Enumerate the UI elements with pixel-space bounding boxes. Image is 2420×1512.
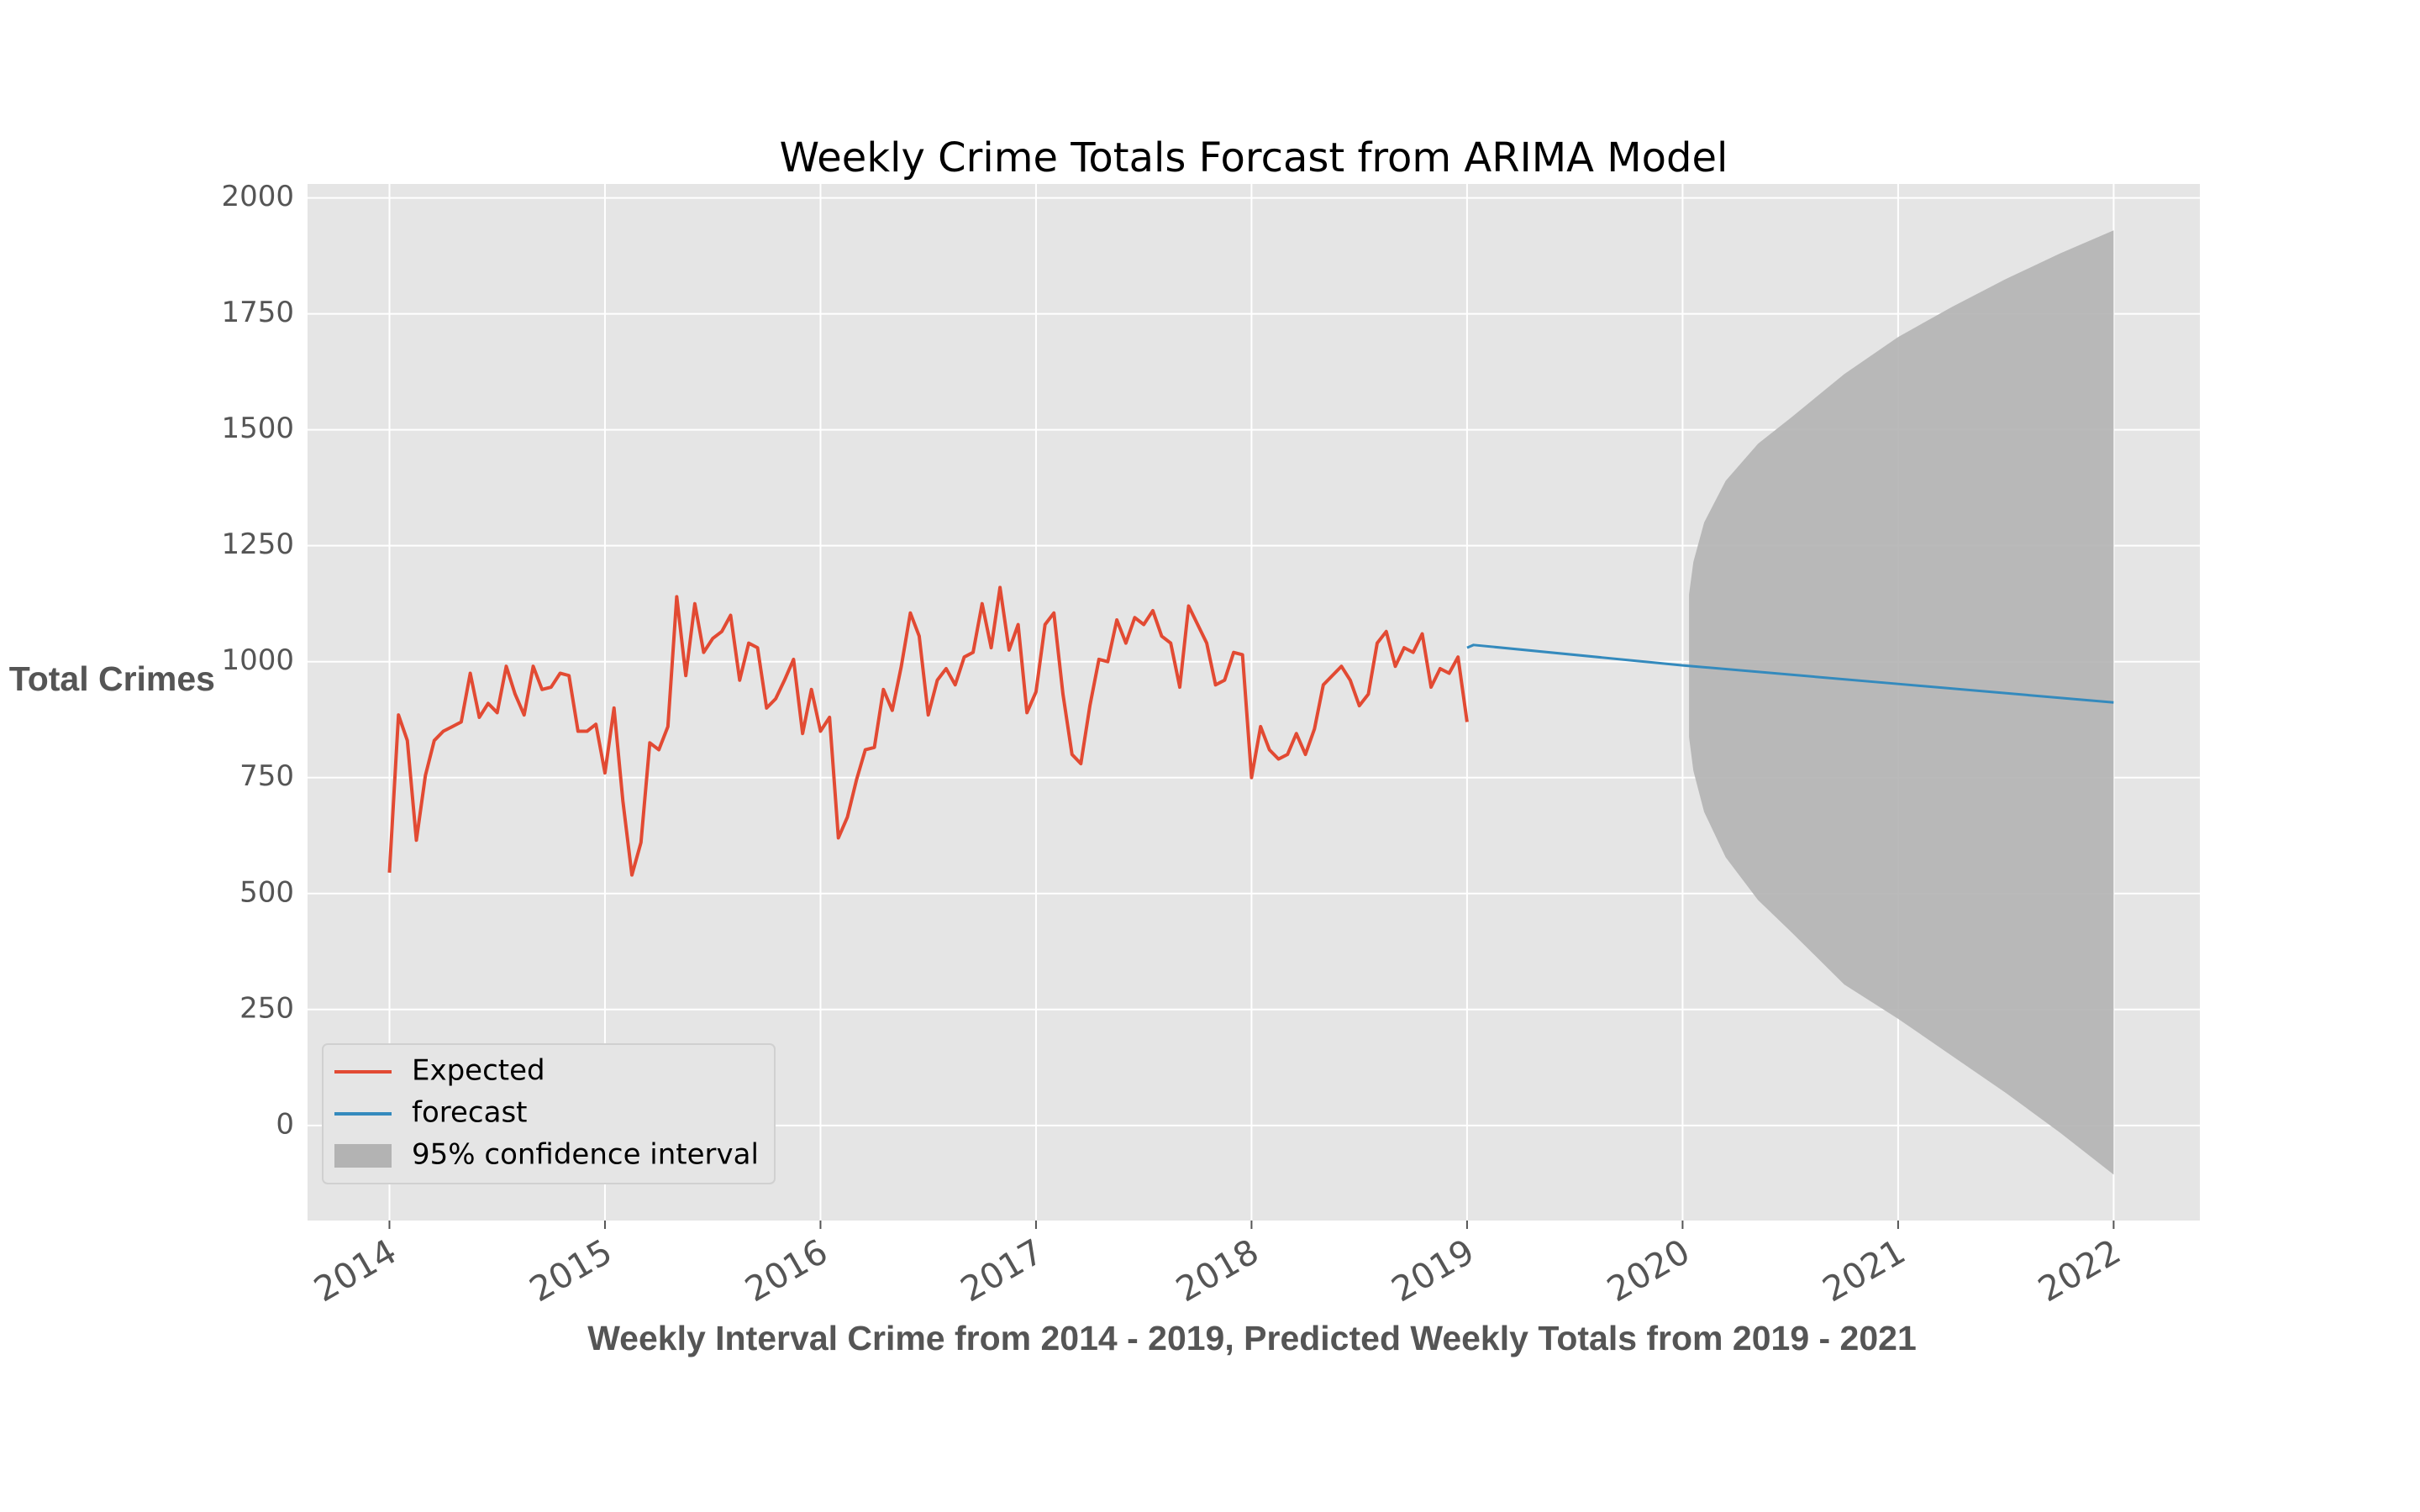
y-tick-label: 2000 <box>221 180 294 213</box>
series-line <box>387 585 1469 877</box>
legend-label: 95% confidence interval <box>412 1138 759 1172</box>
x-tick-label: 2016 <box>739 1231 834 1310</box>
y-tick-label: 750 <box>239 759 294 793</box>
x-tick-label: 2020 <box>1601 1231 1697 1310</box>
x-tick-label: 2018 <box>1170 1231 1265 1310</box>
y-tick-label: 500 <box>239 875 294 909</box>
confidence-interval <box>1689 230 2114 1175</box>
y-tick-label: 1250 <box>221 528 294 561</box>
legend-frame <box>322 1043 776 1184</box>
series-line <box>1466 643 2114 704</box>
x-tick-label: 2014 <box>308 1231 403 1310</box>
y-axis-label: Total Crimes <box>9 659 215 698</box>
y-tick-label: 0 <box>276 1107 294 1141</box>
x-tick-label: 2022 <box>2032 1231 2128 1310</box>
legend-swatch <box>334 1144 392 1168</box>
legend-label: forecast <box>412 1096 528 1130</box>
legend-label: Expected <box>412 1054 545 1088</box>
x-tick-label: 2017 <box>954 1231 1050 1310</box>
x-tick-label: 2021 <box>1816 1231 1912 1310</box>
x-tick-label: 2019 <box>1385 1231 1481 1310</box>
chart-title: Weekly Crime Totals Forcast from ARIMA M… <box>780 134 1728 181</box>
y-tick-label: 1750 <box>221 296 294 329</box>
y-tick-label: 1500 <box>221 412 294 445</box>
legend: Expected forecast 95% confidence interval <box>322 1043 776 1184</box>
x-axis-label: Weekly Interval Crime from 2014 - 2019, … <box>587 1319 1917 1357</box>
x-tick-label: 2015 <box>523 1231 618 1310</box>
y-tick-label: 1000 <box>221 643 294 677</box>
y-tick-label: 250 <box>239 991 294 1025</box>
